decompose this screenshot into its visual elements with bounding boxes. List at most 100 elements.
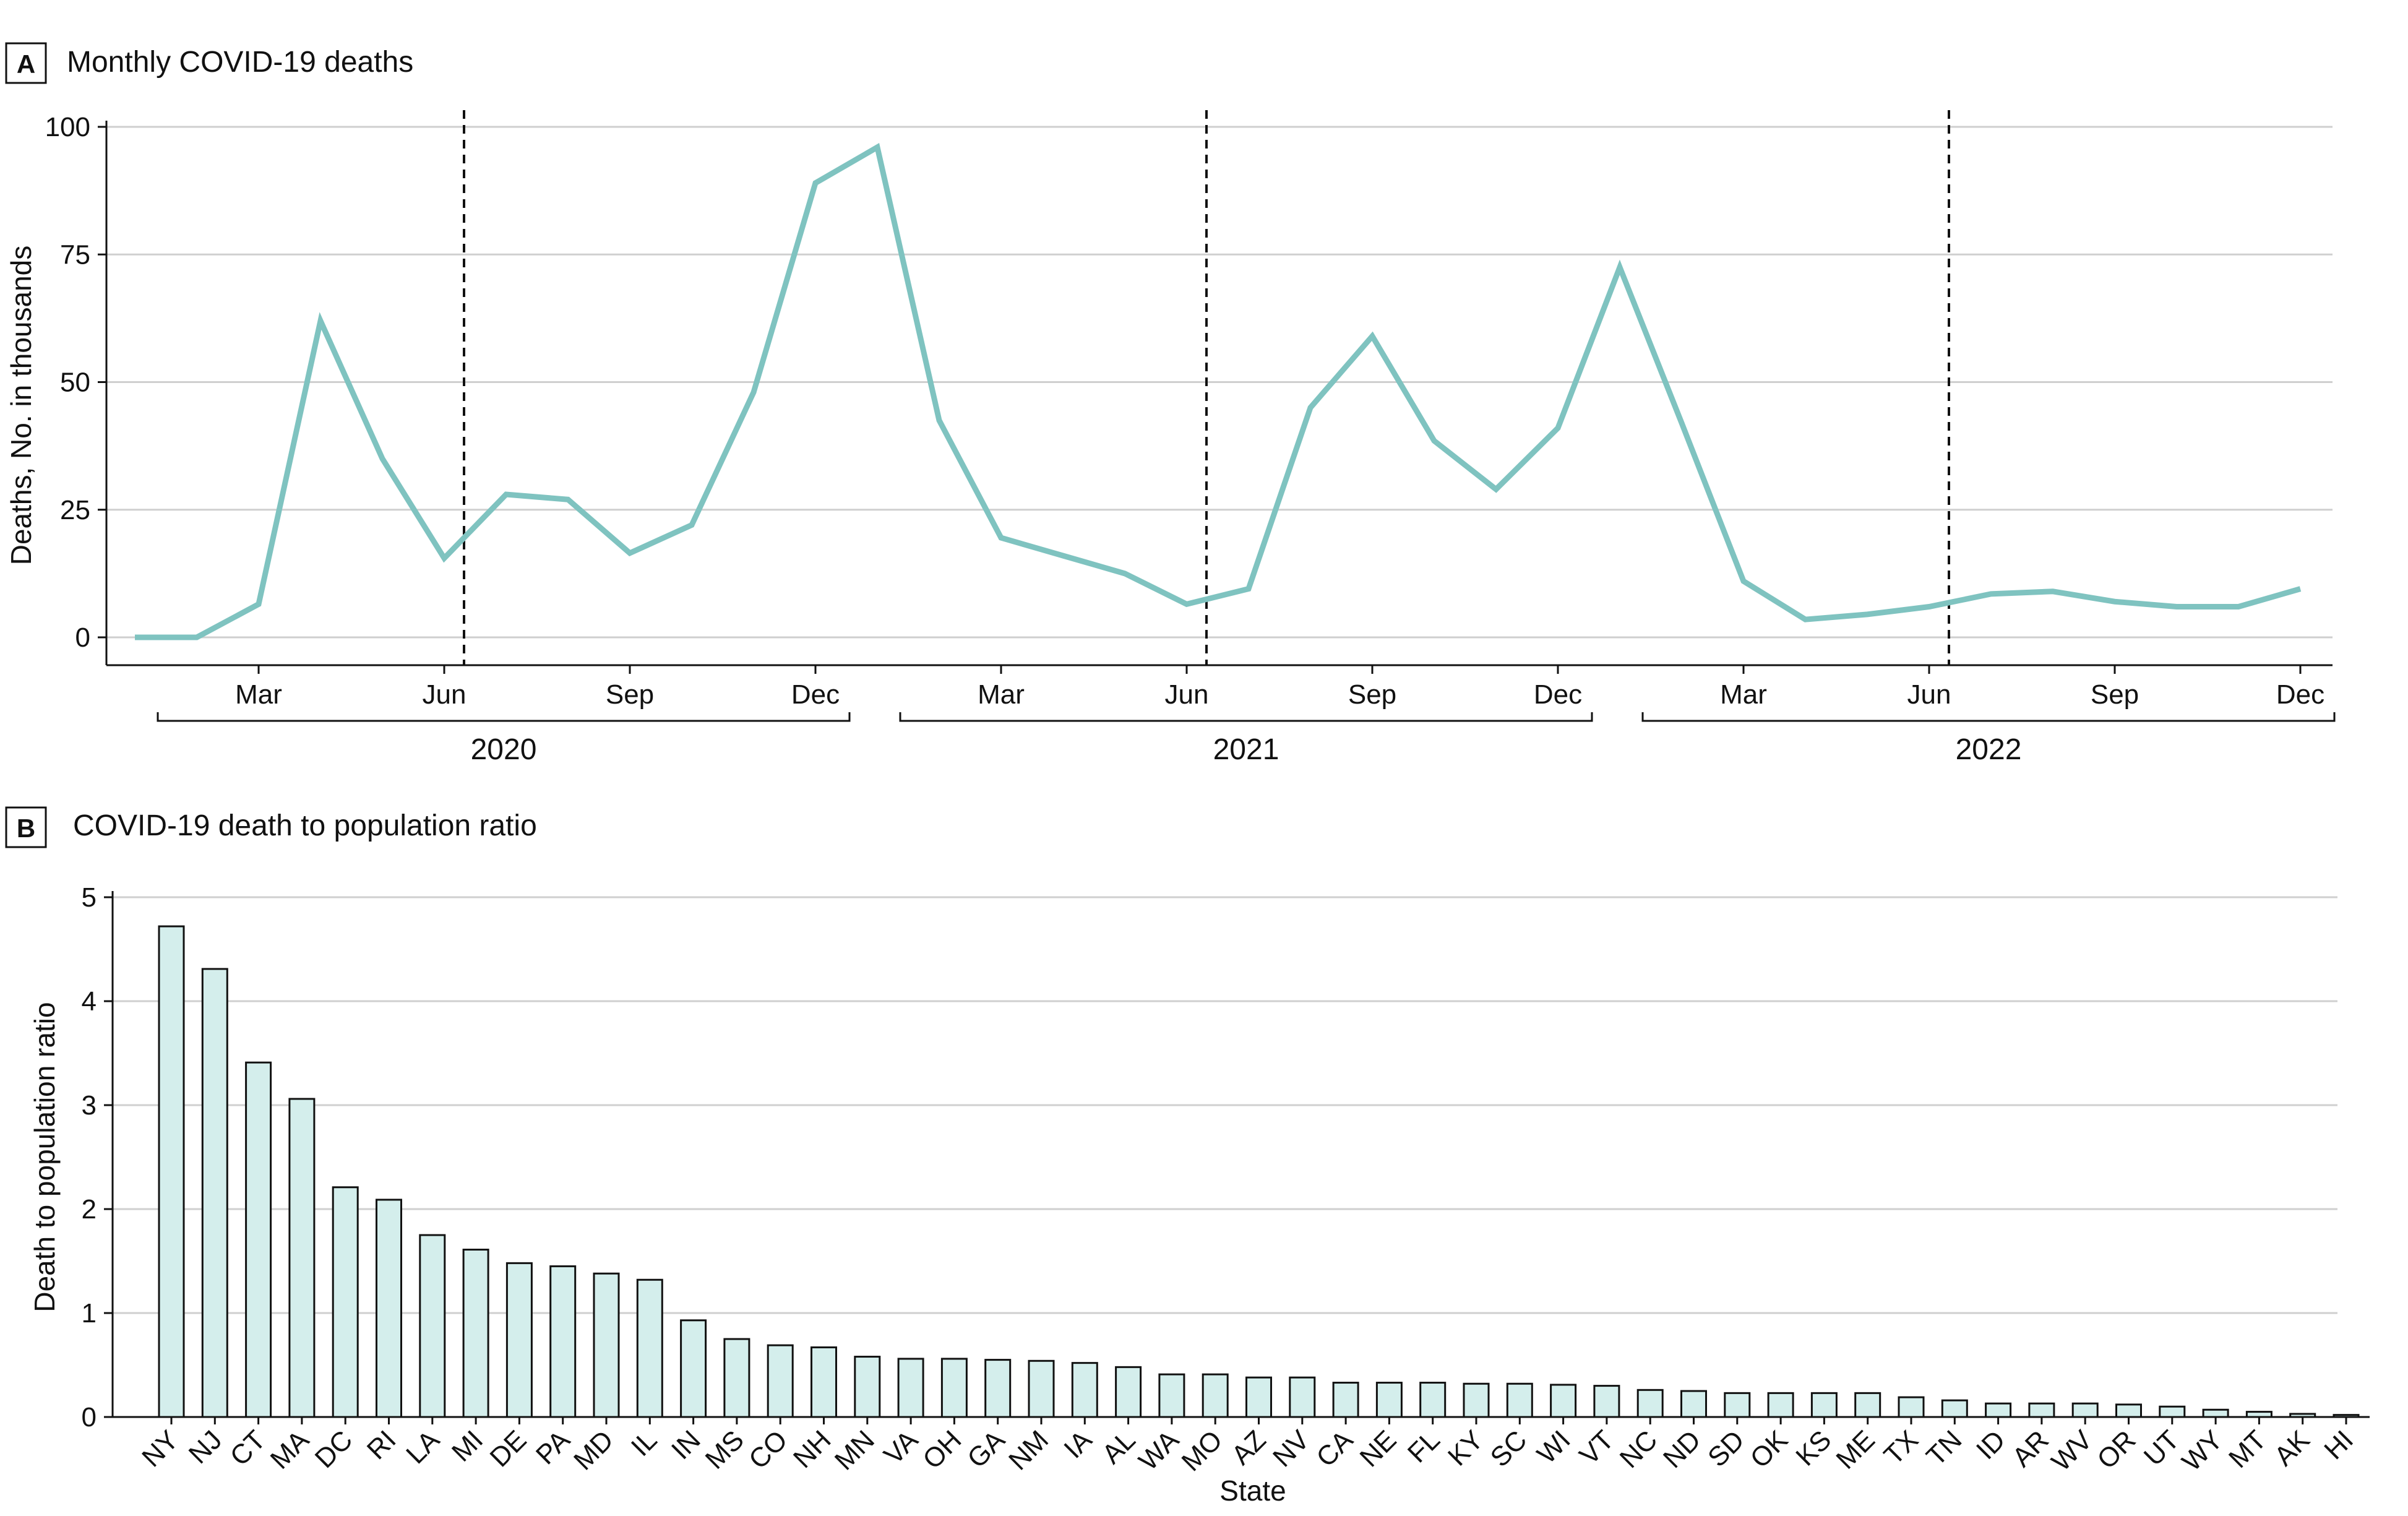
bar-UT: [2159, 1405, 2186, 1418]
x-tick-label-MO: MO: [1176, 1424, 1228, 1477]
bar-WY: [2202, 1408, 2229, 1418]
year-label-2021: 2021: [1213, 733, 1279, 766]
x-tick-label-IL: IL: [626, 1424, 663, 1462]
x-tick-label-TN: TN: [1920, 1424, 1967, 1471]
panel-b-y-axis-title: Death to population ratio: [28, 1002, 61, 1312]
bar-RI: [376, 1199, 402, 1418]
bar-AL: [1115, 1366, 1142, 1418]
panel-b-x-axis-title: State: [1219, 1475, 1286, 1507]
bar-GA: [984, 1359, 1012, 1418]
x-tick-label-ND: ND: [1658, 1424, 1707, 1474]
x-tick-label-KS: KS: [1790, 1424, 1837, 1471]
x-tick-label-CT: CT: [225, 1424, 272, 1471]
x-tick-label-2022-Dec: Dec: [2276, 679, 2324, 710]
y-tick-label-3: 3: [82, 1090, 97, 1121]
bar-NY: [158, 925, 185, 1418]
x-tick-label-ID: ID: [1971, 1424, 2011, 1465]
x-tick-label-OK: OK: [1745, 1424, 1794, 1474]
x-tick-label-OR: OR: [2091, 1424, 2141, 1475]
bar-LA: [419, 1234, 446, 1418]
bar-NC: [1636, 1389, 1664, 1418]
y-tick-label-4: 4: [82, 986, 97, 1017]
bar-VA: [897, 1358, 924, 1418]
panel-b-label-box: [5, 806, 47, 848]
x-tick-label-LA: LA: [400, 1424, 445, 1470]
panel-a-label-box: [5, 42, 47, 84]
bar-CA: [1332, 1382, 1359, 1418]
year-label-2022: 2022: [1956, 733, 2022, 766]
x-tick-label-ME: ME: [1830, 1424, 1880, 1475]
y-tick-label-50: 50: [60, 368, 90, 398]
x-tick-label-2021-Sep: Sep: [1348, 679, 1396, 710]
x-tick-label-2020-Mar: Mar: [235, 679, 282, 710]
bar-NM: [1028, 1359, 1055, 1418]
panel-a-plot: 0 25 50 75 100 Mar Jun Sep Dec 2020 Mar Jun Sep Dec 20…: [45, 110, 2336, 766]
x-tick-label-OH: OH: [917, 1424, 967, 1475]
x-tick-label-NJ: NJ: [183, 1424, 228, 1470]
bar-OH: [940, 1358, 968, 1418]
bar-NH: [811, 1346, 837, 1418]
x-tick-label-GA: GA: [961, 1424, 1011, 1474]
x-tick-label-MD: MD: [568, 1424, 619, 1476]
x-tick-label-2020-Sep: Sep: [606, 679, 654, 710]
x-tick-label-FL: FL: [1402, 1424, 1446, 1468]
y-tick-label-100: 100: [45, 112, 90, 142]
bar-ND: [1680, 1390, 1707, 1418]
x-tick-label-AZ: AZ: [1226, 1424, 1271, 1470]
bar-MN: [854, 1356, 881, 1418]
x-tick-label-WA: WA: [1133, 1424, 1185, 1476]
x-tick-label-KY: KY: [1442, 1424, 1489, 1471]
bar-KS: [1810, 1392, 1838, 1418]
x-tick-label-WY: WY: [2176, 1424, 2229, 1477]
x-tick-label-AR: AR: [2006, 1424, 2055, 1473]
x-tick-label-NE: NE: [1354, 1424, 1403, 1473]
x-tick-label-CO: CO: [743, 1424, 793, 1475]
bar-IL: [636, 1278, 663, 1418]
x-tick-label-WV: WV: [2045, 1424, 2098, 1477]
x-tick-label-IA: IA: [1058, 1424, 1098, 1465]
panel-a-title: Monthly COVID-19 deaths: [67, 46, 413, 79]
bar-MA: [288, 1098, 316, 1418]
x-tick-label-AL: AL: [1096, 1424, 1142, 1470]
bar-MS: [723, 1338, 750, 1418]
panel-a-letter: A: [17, 50, 35, 79]
panel-b-header: B COVID-19 death to population ratio: [5, 806, 537, 848]
y-tick-label-0: 0: [75, 622, 90, 653]
bar-CT: [245, 1061, 272, 1418]
bar-VT: [1593, 1385, 1620, 1418]
x-tick-label-MN: MN: [829, 1424, 880, 1476]
bar-ID: [1985, 1402, 2012, 1418]
x-tick-label-WI: WI: [1531, 1424, 1576, 1470]
x-tick-label-2022-Mar: Mar: [1720, 679, 1767, 710]
bar-PA: [549, 1265, 577, 1418]
x-tick-label-MT: MT: [2223, 1424, 2273, 1474]
y-tick-label-1: 1: [82, 1298, 97, 1329]
x-tick-label-DC: DC: [309, 1424, 359, 1474]
x-tick-label-2021-Jun: Jun: [1165, 679, 1209, 710]
panel-a-y-axis-title: Deaths, No. in thousands: [5, 246, 37, 566]
x-tick-label-TX: TX: [1878, 1424, 1924, 1470]
bar-AZ: [1245, 1376, 1272, 1418]
bar-DC: [332, 1186, 359, 1418]
x-tick-label-IN: IN: [666, 1424, 707, 1465]
year-bracket-2022: [1641, 712, 2336, 722]
bar-WV: [2071, 1402, 2099, 1418]
x-tick-label-NC: NC: [1614, 1424, 1664, 1474]
bar-DE: [505, 1262, 533, 1418]
x-tick-label-2020-Jun: Jun: [423, 679, 467, 710]
y-tick-label-0: 0: [82, 1402, 97, 1432]
year-bracket-2020: [157, 712, 851, 722]
bar-AK: [2289, 1413, 2316, 1418]
bar-SC: [1506, 1382, 1533, 1418]
bar-MO: [1202, 1373, 1229, 1418]
y-tick-label-5: 5: [82, 882, 97, 913]
x-tick-label-VA: VA: [878, 1424, 924, 1470]
x-tick-label-NH: NH: [788, 1424, 837, 1474]
bar-ME: [1854, 1392, 1881, 1418]
bar-IN: [680, 1319, 707, 1418]
x-tick-label-SC: SC: [1485, 1424, 1533, 1473]
bar-NJ: [201, 968, 228, 1418]
bar-MI: [462, 1249, 489, 1418]
x-tick-label-MI: MI: [446, 1424, 489, 1467]
